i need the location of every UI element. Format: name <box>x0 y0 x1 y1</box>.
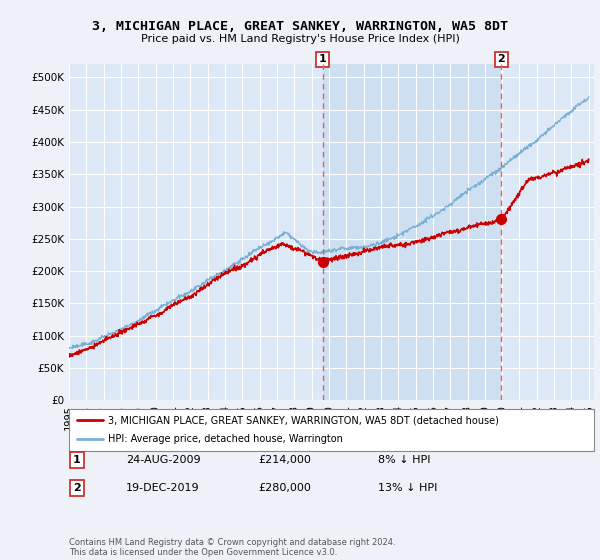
Text: 3, MICHIGAN PLACE, GREAT SANKEY, WARRINGTON, WA5 8DT: 3, MICHIGAN PLACE, GREAT SANKEY, WARRING… <box>92 20 508 32</box>
Text: 24-AUG-2009: 24-AUG-2009 <box>126 455 200 465</box>
Text: 8% ↓ HPI: 8% ↓ HPI <box>378 455 431 465</box>
Text: 2: 2 <box>73 483 80 493</box>
Text: 1: 1 <box>73 455 80 465</box>
Text: Price paid vs. HM Land Registry's House Price Index (HPI): Price paid vs. HM Land Registry's House … <box>140 34 460 44</box>
Text: £280,000: £280,000 <box>258 483 311 493</box>
Text: 3, MICHIGAN PLACE, GREAT SANKEY, WARRINGTON, WA5 8DT (detached house): 3, MICHIGAN PLACE, GREAT SANKEY, WARRING… <box>109 415 499 425</box>
Text: £214,000: £214,000 <box>258 455 311 465</box>
Bar <box>323 64 502 400</box>
Text: Contains HM Land Registry data © Crown copyright and database right 2024.
This d: Contains HM Land Registry data © Crown c… <box>69 538 395 557</box>
Text: 19-DEC-2019: 19-DEC-2019 <box>126 483 200 493</box>
Text: 2: 2 <box>497 54 505 64</box>
Text: 1: 1 <box>319 54 327 64</box>
Text: HPI: Average price, detached house, Warrington: HPI: Average price, detached house, Warr… <box>109 435 343 445</box>
Text: 13% ↓ HPI: 13% ↓ HPI <box>378 483 437 493</box>
